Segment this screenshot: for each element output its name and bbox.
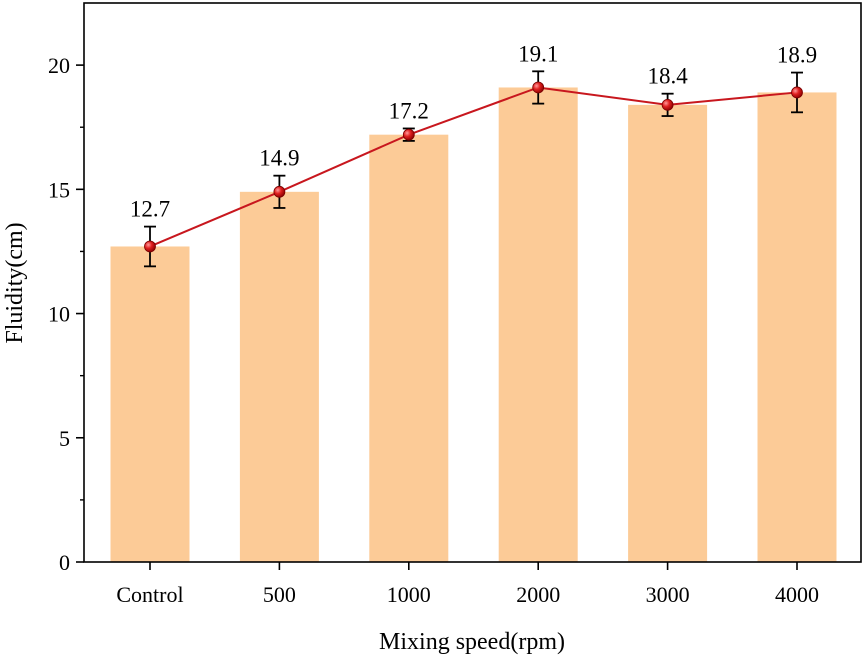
bar-500	[239, 191, 319, 562]
marker-500	[273, 185, 286, 198]
bar-1000	[369, 134, 449, 563]
labels-layer: 12.7 14.9 17.2 19.1 18.4 18.9	[130, 41, 817, 221]
x-axis-title: Mixing speed(rpm)	[379, 629, 565, 655]
x-tick-label-4000: 4000	[775, 582, 819, 607]
bars-layer	[110, 87, 837, 563]
axes-layer	[83, 2, 862, 563]
data-label-4000: 18.9	[777, 43, 817, 68]
marker-1000	[402, 128, 415, 141]
x-tick-label-control: Control	[116, 582, 183, 607]
x-tick-label-2000: 2000	[516, 582, 560, 607]
data-label-2000: 19.1	[518, 41, 558, 66]
line-layer	[149, 86, 798, 248]
bar-2000	[498, 87, 578, 563]
y-axis-title: Fluidity(cm)	[2, 222, 28, 343]
x-tick-label-3000: 3000	[646, 582, 690, 607]
bar-4000	[757, 92, 837, 562]
y-tick-label-0: 0	[59, 550, 70, 575]
y-tick-label-15: 15	[48, 177, 70, 202]
marker-3000	[661, 98, 674, 111]
data-label-500: 14.9	[259, 146, 299, 171]
bar-control	[110, 246, 190, 562]
marker-4000	[791, 86, 803, 99]
y-tick-label-10: 10	[48, 302, 70, 327]
plot-frame	[83, 2, 862, 563]
y-tick-label-20: 20	[48, 53, 70, 78]
data-label-3000: 18.4	[647, 64, 688, 89]
marker-2000	[532, 81, 545, 94]
markers-layer	[144, 81, 803, 253]
trend-line	[149, 86, 798, 248]
marker-control	[144, 240, 156, 253]
y-tick-label-5: 5	[59, 426, 70, 451]
data-label-1000: 17.2	[389, 98, 429, 123]
bar-3000	[628, 104, 708, 563]
ticks-layer: 0 5 10 15 20 Control 500 1000 2000 3000 4000	[48, 53, 819, 607]
data-label-control: 12.7	[130, 197, 170, 222]
x-tick-label-1000: 1000	[387, 582, 431, 607]
x-tick-label-500: 500	[263, 582, 296, 607]
